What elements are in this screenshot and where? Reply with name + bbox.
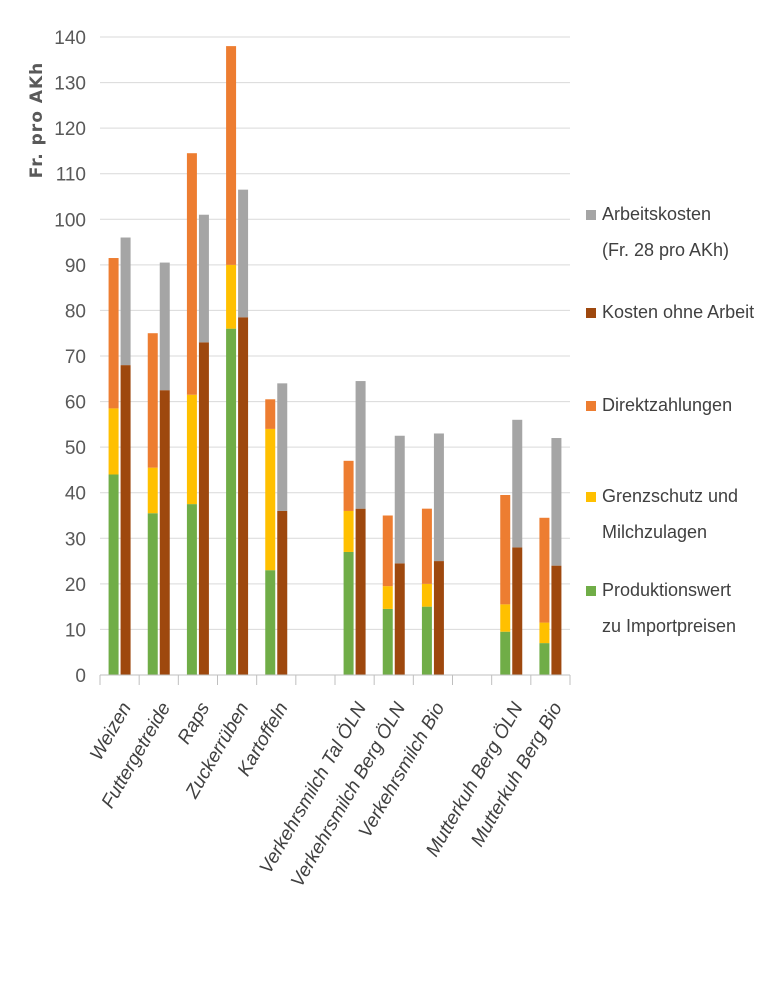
bar-arbeitskosten-fr-28-pro-akh [551, 438, 562, 566]
legend-label: Direktzahlungen [602, 395, 732, 415]
bar-grenzschutz-und-milchzulagen [539, 622, 550, 644]
bar-produktionswert-zu-importpreisen [343, 551, 354, 675]
legend-label: Milchzulagen [602, 522, 707, 542]
y-tick-label: 70 [65, 347, 86, 368]
y-tick-label: 90 [65, 256, 86, 277]
bar-direktzahlungen [500, 494, 511, 605]
bar-grenzschutz-und-milchzulagen [265, 428, 276, 571]
y-tick-label: 40 [65, 484, 86, 505]
y-tick-label: 80 [65, 301, 86, 322]
bar-arbeitskosten-fr-28-pro-akh [355, 381, 366, 509]
y-tick-label: 100 [54, 210, 86, 231]
category-labels: WeizenFuttergetreideRapsZuckerrübenKarto… [86, 699, 567, 891]
bar-produktionswert-zu-importpreisen [539, 643, 550, 675]
bar-direktzahlungen [421, 508, 432, 584]
bar-grenzschutz-und-milchzulagen [147, 467, 158, 514]
bar-direktzahlungen [108, 258, 119, 409]
bar-grenzschutz-und-milchzulagen [108, 408, 119, 475]
bar-produktionswert-zu-importpreisen [421, 606, 432, 675]
bar-arbeitskosten-fr-28-pro-akh [394, 435, 405, 564]
y-tick-label: 50 [65, 438, 86, 459]
bar-arbeitskosten-fr-28-pro-akh [238, 189, 249, 318]
bar-arbeitskosten-fr-28-pro-akh [512, 419, 523, 548]
y-tick-label: 110 [56, 165, 86, 186]
bar-kosten-ohne-arbeit [238, 317, 249, 675]
bar-grenzschutz-und-milchzulagen [343, 510, 354, 552]
bar-arbeitskosten-fr-28-pro-akh [159, 262, 170, 391]
bar-direktzahlungen [265, 399, 276, 429]
bar-arbeitskosten-fr-28-pro-akh [120, 237, 131, 366]
bar-grenzschutz-und-milchzulagen [500, 604, 511, 632]
y-tick-label: 60 [65, 393, 86, 414]
bar-grenzschutz-und-milchzulagen [382, 586, 393, 609]
x-tick-label: Raps [174, 699, 215, 748]
bar-produktionswert-zu-importpreisen [108, 474, 119, 675]
legend: Arbeitskosten (Fr. 28 pro AKh) Kosten ohne… [586, 204, 754, 636]
bar-direktzahlungen [343, 460, 354, 511]
legend-swatch [586, 210, 596, 220]
bar-arbeitskosten-fr-28-pro-akh [433, 433, 444, 562]
bar-kosten-ohne-arbeit [394, 563, 405, 675]
bar-produktionswert-zu-importpreisen [186, 504, 197, 675]
bar-direktzahlungen [186, 153, 197, 395]
bar-kosten-ohne-arbeit [433, 561, 444, 675]
bar-produktionswert-zu-importpreisen [147, 513, 158, 675]
x-axis [99, 674, 571, 685]
legend-swatch [586, 586, 596, 596]
legend-label: Grenzschutz und [602, 486, 738, 506]
bar-direktzahlungen [226, 46, 237, 265]
legend-label: Produktionswert [602, 580, 731, 600]
y-tick-label: 140 [54, 28, 86, 49]
bar-direktzahlungen [147, 333, 158, 468]
bar-kosten-ohne-arbeit [551, 565, 562, 675]
bar-grenzschutz-und-milchzulagen [186, 394, 197, 505]
legend-label: zu Importpreisen [602, 616, 736, 636]
bar-kosten-ohne-arbeit [198, 342, 209, 675]
bar-kosten-ohne-arbeit [277, 510, 288, 675]
y-axis-title: Fr. pro AKh [27, 62, 47, 178]
y-tick-label: 0 [75, 666, 86, 687]
bar-kosten-ohne-arbeit [159, 390, 170, 675]
bar-kosten-ohne-arbeit [120, 365, 131, 675]
y-tick-label: 130 [54, 74, 86, 95]
bar-produktionswert-zu-importpreisen [265, 570, 276, 675]
legend-swatch [586, 492, 596, 502]
gridlines [100, 36, 570, 630]
bar-produktionswert-zu-importpreisen [226, 328, 237, 675]
legend-swatch [586, 401, 596, 411]
bar-arbeitskosten-fr-28-pro-akh [277, 383, 288, 511]
y-tick-label: 10 [65, 620, 86, 641]
legend-label: Kosten ohne Arbeit [602, 302, 754, 322]
bar-produktionswert-zu-importpreisen [500, 631, 511, 675]
legend-label: Arbeitskosten [602, 204, 711, 224]
bar-kosten-ohne-arbeit [355, 508, 366, 675]
bar-produktionswert-zu-importpreisen [382, 608, 393, 675]
bar-grenzschutz-und-milchzulagen [226, 264, 237, 329]
bar-grenzschutz-und-milchzulagen [421, 583, 432, 607]
legend-label: (Fr. 28 pro AKh) [602, 240, 729, 260]
y-tick-label: 30 [65, 529, 86, 550]
y-tick-labels: 0 10 20 30 40 50 60 70 80 90 100 110 120 130 140 [54, 28, 86, 687]
y-tick-label: 20 [65, 575, 86, 596]
legend-swatch [586, 308, 596, 318]
bars [108, 46, 562, 675]
y-tick-label: 120 [54, 119, 86, 140]
bar-kosten-ohne-arbeit [512, 547, 523, 675]
bar-direktzahlungen [539, 517, 550, 623]
bar-direktzahlungen [382, 515, 393, 587]
bar-arbeitskosten-fr-28-pro-akh [198, 214, 209, 343]
